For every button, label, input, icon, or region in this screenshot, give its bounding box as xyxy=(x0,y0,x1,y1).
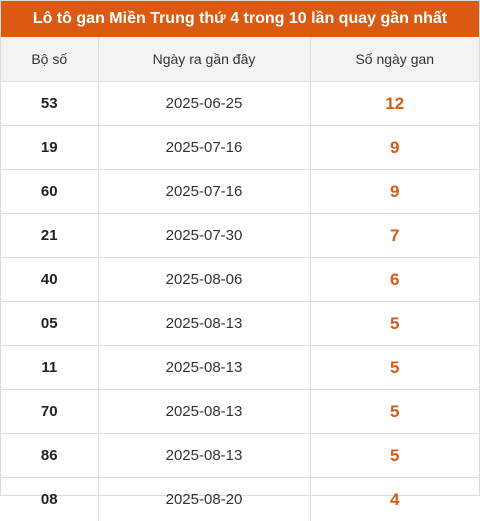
cell-days: 9 xyxy=(310,126,479,170)
cell-days: 7 xyxy=(310,214,479,258)
table-title: Lô tô gan Miền Trung thứ 4 trong 10 lần … xyxy=(1,1,479,37)
cell-date: 2025-08-13 xyxy=(98,434,310,478)
column-header-number: Bộ số xyxy=(1,37,98,82)
column-header-days: Số ngày gan xyxy=(310,37,479,82)
table-row: 05 2025-08-13 5 xyxy=(1,302,479,346)
lottery-table-card: Lô tô gan Miền Trung thứ 4 trong 10 lần … xyxy=(0,0,480,496)
cell-date: 2025-07-16 xyxy=(98,126,310,170)
table-row: 60 2025-07-16 9 xyxy=(1,170,479,214)
cell-number: 19 xyxy=(1,126,98,170)
cell-date: 2025-08-13 xyxy=(98,302,310,346)
cell-days: 6 xyxy=(310,258,479,302)
column-header-date: Ngày ra gần đây xyxy=(98,37,310,82)
cell-days: 5 xyxy=(310,390,479,434)
table-row: 86 2025-08-13 5 xyxy=(1,434,479,478)
table-row: 70 2025-08-13 5 xyxy=(1,390,479,434)
table-row: 11 2025-08-13 5 xyxy=(1,346,479,390)
table-row: 19 2025-07-16 9 xyxy=(1,126,479,170)
cell-number: 05 xyxy=(1,302,98,346)
table-row: 08 2025-08-20 4 xyxy=(1,478,479,521)
cell-number: 11 xyxy=(1,346,98,390)
cell-date: 2025-08-13 xyxy=(98,346,310,390)
table-row: 21 2025-07-30 7 xyxy=(1,214,479,258)
cell-days: 9 xyxy=(310,170,479,214)
cell-number: 21 xyxy=(1,214,98,258)
cell-days: 5 xyxy=(310,302,479,346)
cell-number: 40 xyxy=(1,258,98,302)
lottery-table: Bộ số Ngày ra gần đây Số ngày gan 53 202… xyxy=(1,37,479,521)
cell-number: 70 xyxy=(1,390,98,434)
cell-number: 08 xyxy=(1,478,98,521)
cell-date: 2025-08-13 xyxy=(98,390,310,434)
cell-days: 5 xyxy=(310,346,479,390)
cell-date: 2025-07-16 xyxy=(98,170,310,214)
cell-days: 5 xyxy=(310,434,479,478)
cell-number: 53 xyxy=(1,82,98,126)
cell-number: 86 xyxy=(1,434,98,478)
cell-date: 2025-07-30 xyxy=(98,214,310,258)
table-header-row: Bộ số Ngày ra gần đây Số ngày gan xyxy=(1,37,479,82)
table-row: 40 2025-08-06 6 xyxy=(1,258,479,302)
cell-date: 2025-06-25 xyxy=(98,82,310,126)
cell-days: 12 xyxy=(310,82,479,126)
cell-date: 2025-08-20 xyxy=(98,478,310,521)
table-row: 53 2025-06-25 12 xyxy=(1,82,479,126)
cell-date: 2025-08-06 xyxy=(98,258,310,302)
cell-days: 4 xyxy=(310,478,479,521)
cell-number: 60 xyxy=(1,170,98,214)
